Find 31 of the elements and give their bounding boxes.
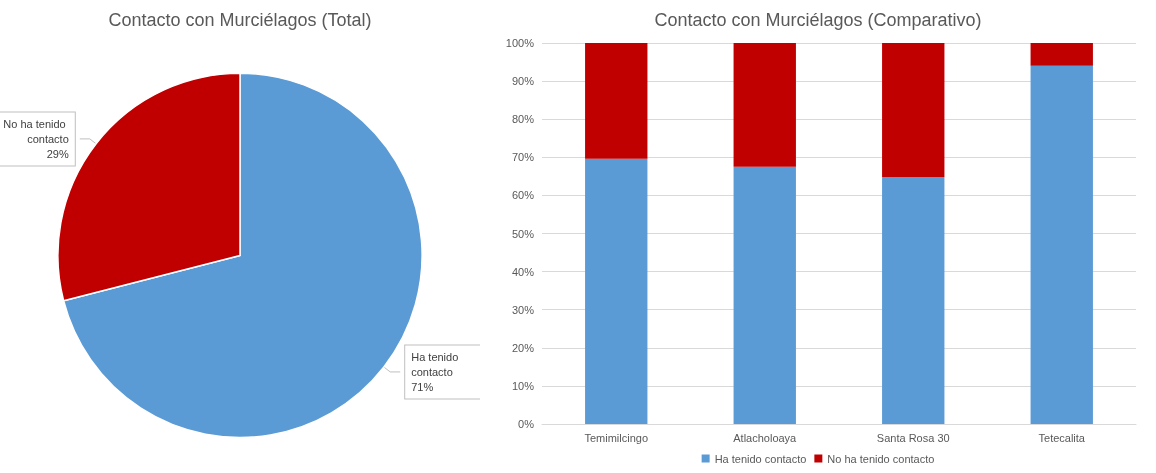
legend-label: No ha tenido contacto [827,452,935,465]
y-tick-label: 10% [511,379,535,392]
y-tick-label: 30% [511,303,535,316]
legend-label: Ha tenido contacto [714,452,807,465]
slice-label: No ha tenido contacto [3,117,69,145]
y-tick-label: 0% [518,418,535,430]
bar [1030,65,1093,424]
y-tick-label: 90% [511,75,535,88]
y-tick-label: 40% [511,265,535,278]
bar [585,158,648,424]
x-tick-label: Atlacholoaya [733,431,798,444]
x-tick-label: Temimilcingo [584,431,649,444]
data-label: 29% [46,147,69,160]
chart-title: Contacto con Murciélagos (Total) [108,10,372,30]
bar [1030,43,1093,66]
data-label: 71% [411,380,434,393]
x-tick-label: Santa Rosa 30 [876,431,950,444]
bar [882,43,945,178]
chart-title: Contacto con Murciélagos (Comparativo) [654,10,982,30]
y-tick-label: 80% [511,113,535,126]
y-tick-label: 60% [511,189,535,202]
slice-label: Ha tenido contacto [411,350,462,378]
y-tick-label: 70% [511,151,535,164]
x-tick-label: Tetecalita [1038,431,1086,444]
y-tick-label: 50% [511,227,535,240]
bar [882,177,945,424]
y-tick-label: 100% [505,37,535,49]
bar [585,43,648,159]
y-tick-label: 20% [511,341,535,354]
bar [733,43,796,167]
bar [733,166,796,424]
